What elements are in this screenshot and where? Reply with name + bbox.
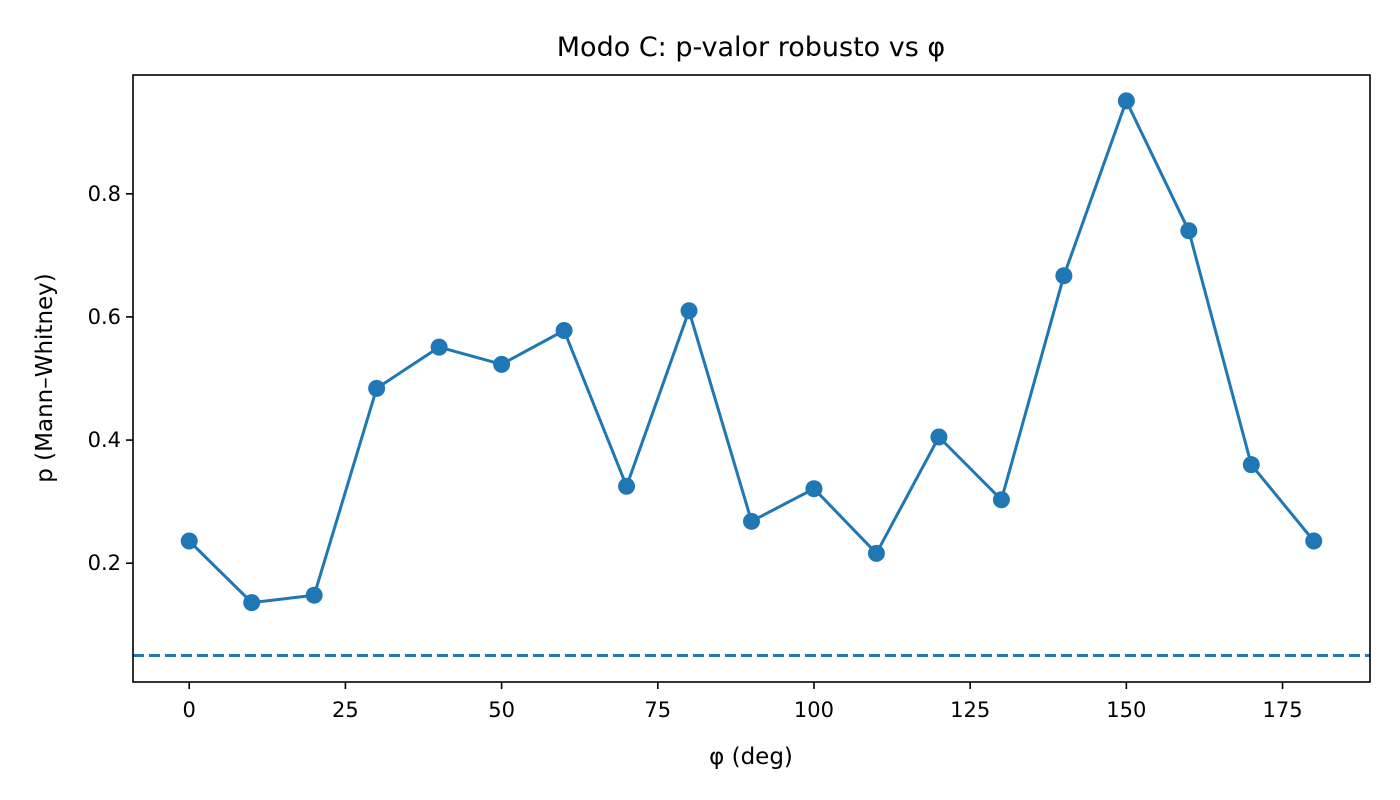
x-tick-label: 175: [1262, 698, 1302, 722]
data-point: [805, 480, 823, 498]
data-point: [1305, 532, 1323, 550]
data-point: [180, 532, 198, 550]
plot-layer: [133, 92, 1370, 658]
data-point: [930, 428, 948, 446]
data-point: [1055, 267, 1073, 285]
y-axis-label: p (Mann–Whitney): [32, 273, 58, 483]
data-point: [867, 544, 885, 562]
x-tick-label: 75: [644, 698, 671, 722]
x-tick-label: 0: [183, 698, 196, 722]
data-point: [618, 477, 636, 495]
x-tick-label: 150: [1106, 698, 1146, 722]
chart-title: Modo C: p-valor robusto vs φ: [557, 32, 945, 63]
axis-layer: 0 25 50 75 100 125 150 175 0.2 0.4 0.6 0.8: [88, 182, 1303, 722]
y-tick-label: 0.8: [88, 182, 121, 206]
x-tick-label: 25: [332, 698, 359, 722]
data-point: [555, 321, 573, 339]
y-tick-label: 0.2: [88, 551, 121, 575]
data-point: [493, 355, 511, 373]
plot-frame: [132, 74, 1371, 683]
data-point: [743, 512, 760, 530]
x-tick-label: 100: [794, 698, 834, 722]
data-point: [368, 379, 386, 397]
data-point: [430, 338, 448, 356]
x-tick-label: 50: [488, 698, 515, 722]
data-point: [1180, 222, 1198, 240]
data-point: [992, 491, 1010, 509]
data-point: [243, 594, 261, 612]
x-axis-label: φ (deg): [709, 744, 793, 770]
y-tick-label: 0.6: [88, 305, 121, 329]
data-point: [1117, 92, 1135, 110]
x-tick-label: 125: [950, 698, 990, 722]
data-point: [1242, 456, 1260, 474]
data-point: [680, 302, 698, 320]
y-tick-label: 0.4: [88, 428, 121, 452]
data-point: [305, 586, 323, 604]
